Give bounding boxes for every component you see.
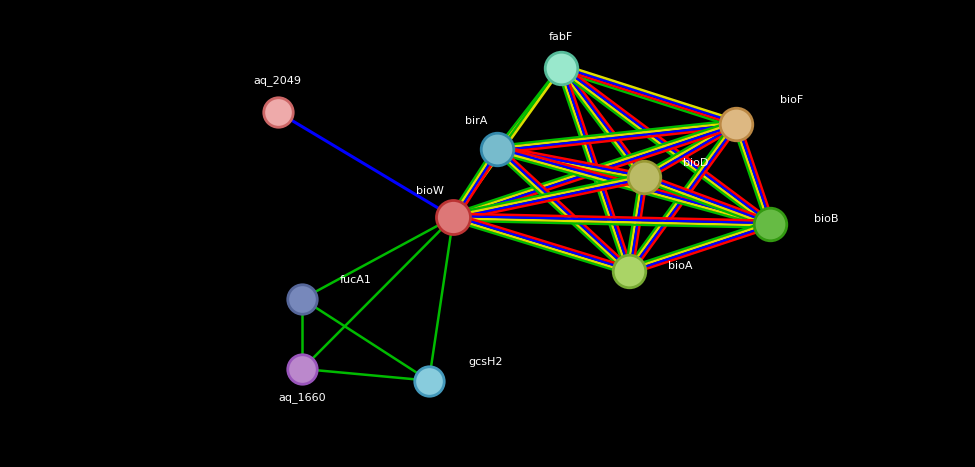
- Point: [294, 295, 310, 303]
- Point: [294, 365, 310, 373]
- Text: bioA: bioA: [668, 261, 692, 271]
- Point: [553, 64, 568, 71]
- Text: bioB: bioB: [814, 214, 838, 225]
- Text: bioW: bioW: [415, 186, 444, 196]
- Point: [270, 108, 286, 116]
- Point: [421, 377, 437, 384]
- Text: aq_2049: aq_2049: [254, 76, 302, 86]
- Text: aq_1660: aq_1660: [279, 392, 326, 403]
- Text: gcsH2: gcsH2: [468, 357, 502, 367]
- Point: [489, 146, 505, 153]
- Point: [636, 174, 651, 181]
- Point: [728, 120, 744, 127]
- Point: [621, 267, 637, 275]
- Text: bioF: bioF: [780, 95, 803, 105]
- Point: [446, 213, 461, 221]
- Text: fucA1: fucA1: [339, 275, 371, 285]
- Text: bioD: bioD: [682, 158, 708, 168]
- Text: fabF: fabF: [549, 32, 572, 42]
- Point: [762, 220, 778, 228]
- Text: birA: birA: [465, 116, 488, 126]
